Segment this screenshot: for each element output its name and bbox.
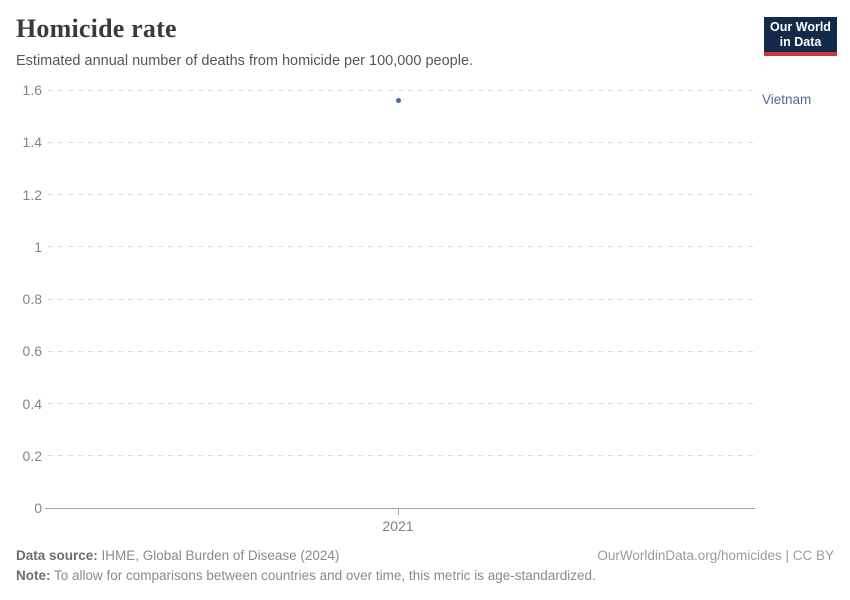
y-gridline [48,350,755,352]
x-axis-line [45,507,755,509]
owid-logo-line2: in Data [779,34,822,49]
y-gridline [48,246,755,248]
y-axis-tick-label: 0 [34,500,42,516]
y-gridline [48,403,755,404]
owid-logo[interactable]: Our World in Data [764,17,837,56]
data-source-label: Data source: [16,548,98,563]
data-point-vietnam[interactable] [395,97,401,103]
x-axis-tick-label: 2021 [382,518,414,534]
y-axis-tick-label: 0.2 [22,447,42,464]
note-text: Note: To allow for comparisons between c… [16,568,596,583]
attribution-link[interactable]: OurWorldinData.org/homicides | CC BY [597,548,834,563]
chart-footer: Data source: IHME, Global Burden of Dise… [16,548,834,583]
data-source-text: Data source: IHME, Global Burden of Dise… [16,548,340,563]
page-title: Homicide rate [16,14,177,43]
y-gridline [48,455,755,457]
owid-logo-line1: Our World [770,19,831,34]
y-axis-tick-label: 1.2 [22,186,42,203]
y-axis-tick-label: 1.4 [22,134,42,151]
y-axis-tick-label: 1.6 [22,82,42,98]
y-gridline [48,141,755,143]
y-axis-tick-label: 0.8 [22,291,42,307]
entity-label-vietnam[interactable]: Vietnam [762,92,812,108]
y-gridline [48,298,755,300]
y-gridline [48,194,755,195]
y-axis-tick-label: 0.6 [22,343,42,360]
chart-subtitle: Estimated annual number of deaths from h… [16,53,474,69]
note-label: Note: [16,568,51,583]
y-axis-tick-label: 0.4 [22,395,42,412]
y-axis-tick-label: 1 [34,238,42,255]
y-gridline [48,89,755,91]
x-axis-tick [398,509,399,515]
